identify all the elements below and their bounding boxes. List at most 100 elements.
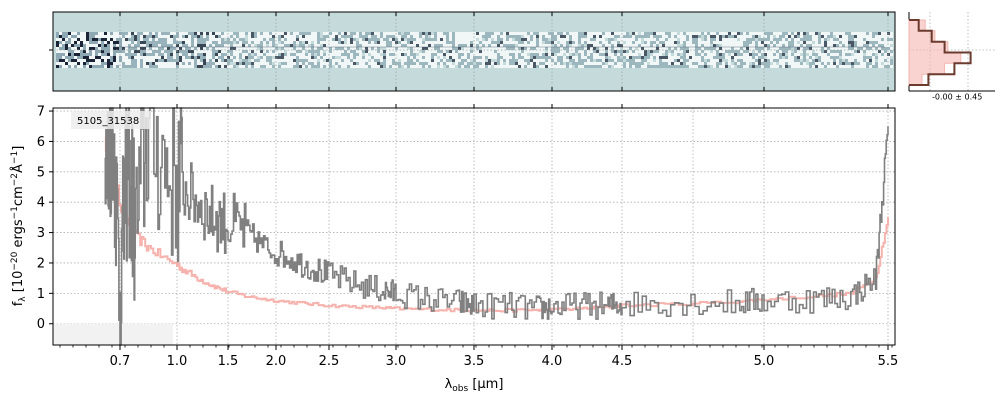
spectrum-2d-pixel	[443, 41, 446, 44]
spectrum-2d-pixel	[854, 44, 857, 47]
spectrum-2d-pixel	[566, 32, 569, 35]
spectrum-2d-pixel	[119, 50, 122, 53]
spectrum-2d-pixel	[719, 50, 722, 53]
spectrum-2d-pixel	[308, 35, 311, 38]
spectrum-2d-pixel	[863, 56, 866, 59]
spectrum-2d-pixel	[182, 53, 185, 56]
spectrum-2d-pixel	[404, 44, 407, 47]
spectrum-2d-pixel	[494, 50, 497, 53]
spectrum-2d-pixel	[452, 35, 455, 38]
spectrum-2d-pixel	[212, 44, 215, 47]
spectrum-2d-pixel	[596, 32, 599, 35]
spectrum-2d-pixel	[668, 53, 671, 56]
spectrum-2d-pixel	[152, 41, 155, 44]
spectrum-2d-pixel	[149, 35, 152, 38]
spectrum-2d-pixel	[581, 56, 584, 59]
spectrum-2d-pixel	[134, 50, 137, 53]
spectrum-2d-pixel	[539, 44, 542, 47]
spectrum-2d-pixel	[797, 53, 800, 56]
spectrum-2d-pixel	[164, 47, 167, 50]
spectrum-2d-pixel	[260, 47, 263, 50]
spectrum-2d-pixel	[878, 50, 881, 53]
spectrum-2d-pixel	[857, 44, 860, 47]
spectrum-2d-pixel	[866, 53, 869, 56]
spectrum-2d-pixel	[71, 38, 74, 41]
spectrum-2d-pixel	[647, 44, 650, 47]
spectrum-2d-pixel	[107, 53, 110, 56]
spectrum-2d-pixel	[695, 50, 698, 53]
spectrum-2d-pixel	[581, 35, 584, 38]
spectrum-2d-pixel	[596, 65, 599, 68]
spectrum-2d-pixel	[140, 53, 143, 56]
spectrum-2d-pixel	[716, 62, 719, 65]
spectrum-2d-pixel	[200, 32, 203, 35]
spectrum-2d-pixel	[542, 38, 545, 41]
spectrum-2d-pixel	[74, 50, 77, 53]
spectrum-2d-pixel	[500, 53, 503, 56]
spectrum-2d-pixel	[437, 50, 440, 53]
spectrum-2d-pixel	[209, 65, 212, 68]
spectrum-2d-pixel	[695, 53, 698, 56]
spectrum-2d-pixel	[737, 47, 740, 50]
spectrum-2d-pixel	[710, 38, 713, 41]
spectrum-2d-pixel	[83, 62, 86, 65]
spectrum-2d-pixel	[584, 35, 587, 38]
spectrum-2d-pixel	[734, 56, 737, 59]
spectrum-2d-pixel	[146, 65, 149, 68]
spectrum-2d-pixel	[308, 38, 311, 41]
spectrum-2d-pixel	[155, 56, 158, 59]
spectrum-2d-pixel	[338, 35, 341, 38]
spectrum-2d-pixel	[245, 32, 248, 35]
spectrum-2d-pixel	[434, 53, 437, 56]
spectrum-2d-pixel	[80, 62, 83, 65]
spectrum-2d-pixel	[668, 65, 671, 68]
spectrum-2d-pixel	[608, 32, 611, 35]
spectrum-2d-pixel	[419, 47, 422, 50]
spectrum-2d-pixel	[104, 50, 107, 53]
spectrum-2d-pixel	[377, 35, 380, 38]
spectrum-2d-pixel	[743, 35, 746, 38]
spectrum-2d-pixel	[137, 50, 140, 53]
spectrum-2d-pixel	[398, 32, 401, 35]
spectrum-2d-pixel	[71, 50, 74, 53]
spectrum-2d-pixel	[278, 56, 281, 59]
spectrum-2d-pixel	[347, 35, 350, 38]
spectrum-2d-pixel	[743, 56, 746, 59]
spectrum-2d-pixel	[116, 56, 119, 59]
spectrum-2d-pixel	[665, 65, 668, 68]
spectrum-2d-pixel	[320, 53, 323, 56]
spectrum-2d-pixel	[98, 41, 101, 44]
spectrum-2d-pixel	[638, 47, 641, 50]
spectrum-2d-pixel	[539, 32, 542, 35]
spectrum-2d-pixel	[806, 41, 809, 44]
spectrum-2d-pixel	[869, 38, 872, 41]
spectrum-2d-pixel	[200, 41, 203, 44]
spectrum-2d-pixel	[689, 62, 692, 65]
spectrum-2d-pixel	[320, 47, 323, 50]
spectrum-2d-pixel	[368, 56, 371, 59]
spectrum-2d-pixel	[515, 62, 518, 65]
spectrum-2d-pixel	[695, 59, 698, 62]
spectrum-2d-pixel	[563, 47, 566, 50]
spectrum-2d-pixel	[62, 35, 65, 38]
spectrum-2d-pixel	[470, 38, 473, 41]
spectrum-2d-pixel	[368, 41, 371, 44]
spectrum-2d-pixel	[380, 44, 383, 47]
spectrum-2d-pixel	[398, 50, 401, 53]
spectrum-2d-pixel	[155, 32, 158, 35]
spectrum-2d-pixel	[413, 53, 416, 56]
spectrum-2d-pixel	[578, 59, 581, 62]
spectrum-2d-pixel	[833, 47, 836, 50]
spectrum-2d-pixel	[551, 56, 554, 59]
spectrum-2d-pixel	[143, 65, 146, 68]
spectrum-2d-pixel	[515, 47, 518, 50]
spectrum-2d-pixel	[848, 50, 851, 53]
spectrum-2d-pixel	[800, 32, 803, 35]
spectrum-2d-pixel	[524, 56, 527, 59]
spectrum-2d-pixel	[542, 59, 545, 62]
spectrum-2d-pixel	[632, 53, 635, 56]
spectrum-2d-pixel	[836, 50, 839, 53]
spectrum-2d-pixel	[533, 53, 536, 56]
spectrum-2d-pixel	[734, 38, 737, 41]
spectrum-2d-pixel	[224, 65, 227, 68]
